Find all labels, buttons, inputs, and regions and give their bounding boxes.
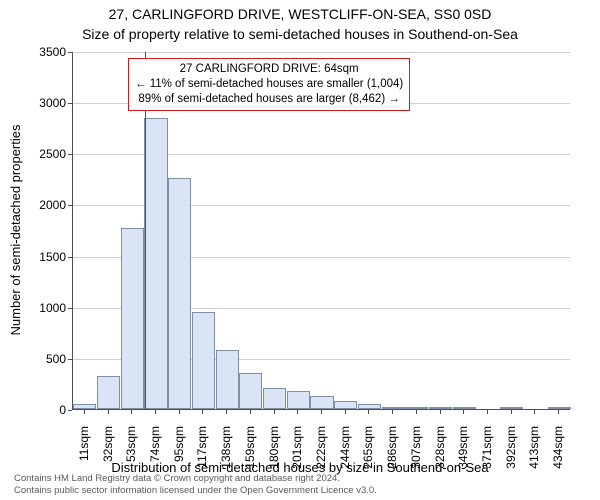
xtick-mark [558,410,559,414]
xtick-mark [274,410,275,414]
xtick-mark [416,410,417,414]
histogram-bar [73,404,96,409]
ytick-label: 3500 [6,45,66,59]
xtick-label: 286sqm [385,426,399,486]
xtick-label: 138sqm [219,426,233,486]
xtick-mark [250,410,251,414]
histogram-bar [405,407,428,409]
histogram-bar [334,401,357,409]
footer-line-2: Contains public sector information licen… [14,485,377,497]
histogram-bar [144,118,167,410]
ytick-mark [68,154,72,155]
histogram-bar [287,391,310,409]
xtick-mark [534,410,535,414]
histogram-bar [310,396,333,409]
xtick-mark [155,410,156,414]
chart-container: 27, CARLINGFORD DRIVE, WESTCLIFF-ON-SEA,… [0,0,600,500]
xtick-label: 32sqm [101,426,115,486]
histogram-bar [121,228,144,409]
xtick-mark [345,410,346,414]
histogram-bar [429,407,452,409]
xtick-label: 434sqm [551,426,565,486]
ytick-mark [68,52,72,53]
xtick-label: 328sqm [433,426,447,486]
xtick-label: 307sqm [409,426,423,486]
xtick-mark [84,410,85,414]
histogram-bar [453,407,476,409]
xtick-mark [487,410,488,414]
annotation-box: 27 CARLINGFORD DRIVE: 64sqm← 11% of semi… [128,58,410,111]
xtick-label: 265sqm [361,426,375,486]
xtick-label: 74sqm [148,426,162,486]
xtick-label: 11sqm [77,426,91,486]
xtick-label: 244sqm [338,426,352,486]
ytick-mark [68,308,72,309]
annotation-line: ← 11% of semi-detached houses are smalle… [135,77,403,92]
xtick-label: 222sqm [314,426,328,486]
xtick-mark [202,410,203,414]
xtick-mark [368,410,369,414]
xtick-label: 413sqm [527,426,541,486]
xtick-mark [321,410,322,414]
xtick-mark [108,410,109,414]
page-title: 27, CARLINGFORD DRIVE, WESTCLIFF-ON-SEA,… [0,6,600,22]
ytick-label: 2500 [6,147,66,161]
histogram-bar [216,350,239,409]
ytick-label: 3000 [6,96,66,110]
histogram-bar [239,373,262,409]
xtick-label: 117sqm [195,426,209,486]
annotation-line: 27 CARLINGFORD DRIVE: 64sqm [135,62,403,77]
histogram-bar [358,404,381,409]
histogram-bar [192,312,215,409]
ytick-label: 2000 [6,198,66,212]
ytick-label: 1500 [6,250,66,264]
ytick-label: 0 [6,403,66,417]
xtick-mark [440,410,441,414]
histogram-bar [500,407,523,409]
xtick-label: 371sqm [480,426,494,486]
histogram-bar [263,388,286,409]
xtick-mark [297,410,298,414]
histogram-bar [548,407,571,409]
ytick-mark [68,103,72,104]
xtick-mark [179,410,180,414]
histogram-bar [97,376,120,409]
ytick-mark [68,257,72,258]
xtick-label: 201sqm [290,426,304,486]
xtick-mark [131,410,132,414]
ytick-mark [68,359,72,360]
ytick-mark [68,410,72,411]
xtick-label: 53sqm [124,426,138,486]
xtick-label: 349sqm [456,426,470,486]
xtick-label: 392sqm [504,426,518,486]
xtick-mark [511,410,512,414]
annotation-line: 89% of semi-detached houses are larger (… [135,92,403,107]
histogram-bar [168,178,191,409]
ytick-label: 1000 [6,301,66,315]
xtick-label: 159sqm [243,426,257,486]
ytick-mark [68,205,72,206]
xtick-mark [463,410,464,414]
histogram-bar [382,407,405,409]
xtick-mark [226,410,227,414]
ytick-label: 500 [6,352,66,366]
xtick-label: 180sqm [267,426,281,486]
page-subtitle: Size of property relative to semi-detach… [0,26,600,42]
xtick-label: 95sqm [172,426,186,486]
gridline [73,52,570,53]
xtick-mark [392,410,393,414]
